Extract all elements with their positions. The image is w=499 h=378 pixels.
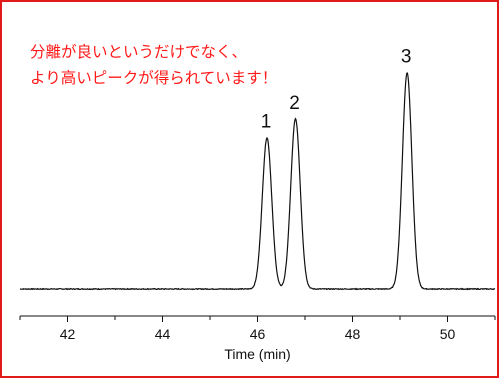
chromatogram-trace: [19, 72, 496, 291]
annotation-line-1: 分離が良いというだけでなく、: [30, 43, 248, 61]
x-tick-label: 42: [60, 326, 76, 342]
x-axis-label: Time (min): [224, 346, 290, 362]
x-tick-label: 44: [155, 326, 171, 342]
annotation-line-2: より高いピークが得られています！: [30, 69, 278, 87]
peak-label: 1: [261, 112, 272, 133]
x-axis: 42 44 46 48 50: [19, 315, 496, 342]
x-tick-label: 50: [440, 326, 456, 342]
peak-label: 2: [289, 93, 300, 114]
x-tick-label: 48: [345, 326, 361, 342]
peak-label: 3: [401, 47, 412, 68]
x-tick-label: 46: [250, 326, 266, 342]
peak-labels: 12 3: [261, 47, 412, 133]
